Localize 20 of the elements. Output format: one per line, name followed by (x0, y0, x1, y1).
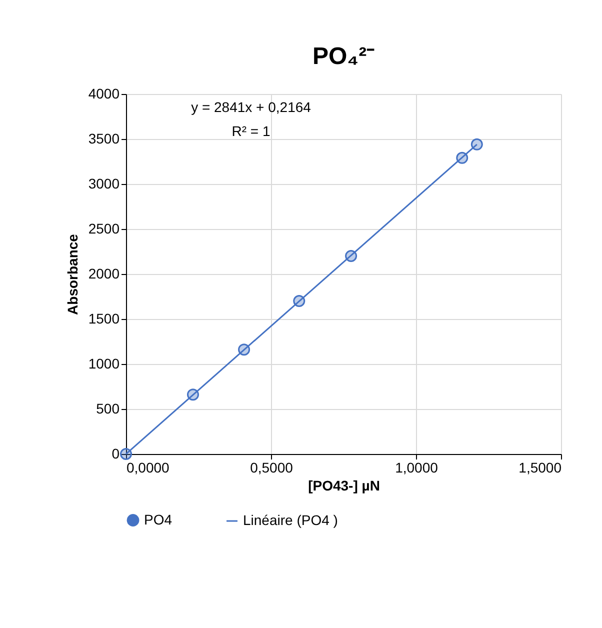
y-tick-label: 1500 (88, 310, 120, 326)
x-axis-title: [PO43-] µN (308, 478, 380, 494)
annotation: y = 2841x + 0,2164 (191, 99, 312, 115)
y-tick-label: 3000 (88, 176, 120, 192)
annotation: R² = 1 (232, 123, 270, 139)
legend-label: PO4 (144, 511, 172, 528)
y-tick-label: 2000 (88, 266, 120, 282)
y-tick-label: 3500 (88, 130, 120, 146)
y-axis-title: Absorbance (64, 234, 80, 315)
y-tick-label: 4000 (88, 86, 120, 102)
x-tick-label: 1,0000 (395, 460, 438, 476)
chart-title: PO₄²⁻ (312, 43, 375, 70)
x-tick-label: 0,0000 (126, 460, 170, 476)
y-tick-label: 1000 (88, 356, 120, 372)
x-tick-label: 0,5000 (250, 460, 294, 476)
legend-label: Linéaire (PO4 ) (243, 512, 338, 528)
x-tick-label: 1,5000 (518, 460, 562, 476)
y-tick-label: 500 (96, 400, 120, 416)
y-tick-label: 0 (112, 446, 120, 462)
y-tick-label: 2500 (88, 220, 120, 236)
